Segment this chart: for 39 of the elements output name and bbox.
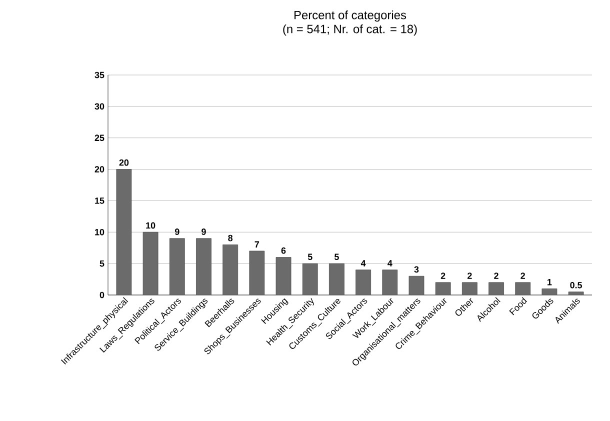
y-tick-label: 25: [94, 134, 104, 142]
data-label: 5: [308, 254, 312, 260]
y-tick-label: 5: [100, 260, 104, 267]
bar: [222, 244, 238, 295]
data-label: 6: [281, 247, 286, 254]
y-tick-label: 30: [94, 103, 104, 110]
chart-subtitle: (n = 541; Nr. of cat. = 18): [283, 24, 417, 36]
bar: [196, 238, 212, 295]
y-tick-label: 10: [95, 228, 104, 236]
y-tick-label: 20: [94, 166, 104, 172]
bar: [356, 270, 371, 295]
data-label: 2: [440, 272, 446, 279]
data-label: 2: [494, 272, 498, 279]
y-tick-label: 35: [94, 72, 104, 78]
data-label: 1: [548, 279, 552, 286]
data-label: 2: [467, 272, 472, 279]
bar: [382, 270, 398, 295]
y-tick-label: 0: [100, 292, 104, 298]
y-tick-label: 15: [95, 198, 104, 204]
data-label: 8: [228, 234, 233, 242]
data-label: 5: [334, 254, 339, 260]
bar: [142, 232, 158, 295]
chart-title: Percent of categories: [294, 10, 406, 22]
bar: [302, 263, 318, 295]
data-label: 9: [174, 228, 180, 235]
data-label: 3: [414, 266, 419, 273]
bar: [116, 169, 132, 295]
bar: [276, 257, 292, 295]
bar: [249, 250, 265, 295]
data-label: 2: [520, 272, 525, 279]
data-label: 4: [360, 260, 366, 266]
data-label: 7: [254, 241, 260, 248]
bar: [169, 238, 185, 295]
data-label: 9: [202, 228, 206, 235]
data-label: 0.5: [570, 282, 582, 288]
data-label: 10: [146, 222, 156, 229]
bar: [329, 263, 344, 295]
data-label: 4: [388, 260, 392, 266]
data-label: 20: [119, 159, 129, 166]
